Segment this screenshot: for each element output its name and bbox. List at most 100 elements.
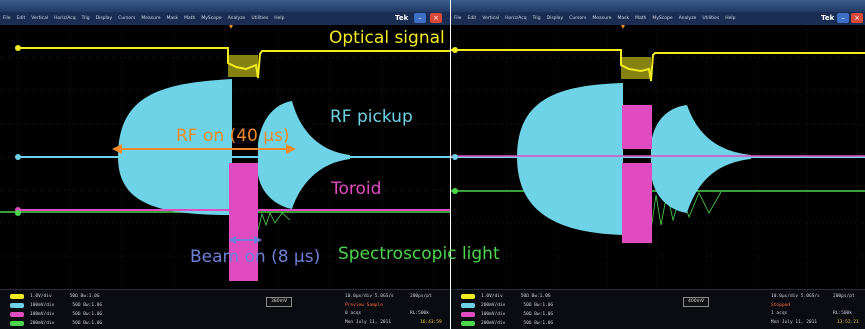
ch2-impedance: 50Ω Bw:1.0G: [523, 303, 554, 308]
menu-trig[interactable]: Trig: [532, 16, 541, 21]
menu-file[interactable]: File: [454, 16, 462, 21]
menu-file[interactable]: File: [3, 16, 11, 21]
title-bar: [0, 0, 450, 12]
ch1-marker[interactable]: [452, 47, 458, 53]
menu-analyze[interactable]: Analyze: [678, 16, 697, 21]
ch2-scale: 200mV/div: [481, 303, 506, 308]
menu-edit[interactable]: Edit: [16, 16, 26, 21]
menu-measure[interactable]: Measure: [141, 16, 161, 21]
menu-utilities[interactable]: Utilities: [251, 16, 269, 21]
menu-edit[interactable]: Edit: [467, 16, 477, 21]
title-bar: [451, 0, 865, 12]
menu-myscope[interactable]: MyScope: [201, 16, 222, 21]
channel-readout-1[interactable]: 1.0V/div 50Ω Bw:1.0G: [461, 293, 551, 300]
date-readout: Mon July 11, 2011: [345, 320, 392, 325]
menu-vertical[interactable]: Vertical: [482, 16, 500, 21]
menu-analyze[interactable]: Analyze: [227, 16, 246, 21]
channel-readout-1[interactable]: 1.0V/div 50Ω Bw:1.0G: [10, 293, 100, 300]
trace-rf-pickup: [451, 83, 865, 235]
menu-cursors[interactable]: Cursors: [569, 16, 587, 21]
ch3-scale: 100mV/div: [481, 312, 506, 317]
ch4-scale: 200mV/div: [30, 321, 55, 326]
ch2-marker[interactable]: [452, 154, 458, 160]
ch4-scale: 200mV/div: [481, 321, 506, 326]
menu-help[interactable]: Help: [725, 16, 736, 21]
trigger-level-box[interactable]: 380mV: [266, 297, 293, 307]
acq-count: 1 acqs: [771, 311, 788, 316]
channel-markers: [15, 45, 21, 216]
label-toroid: Toroid: [331, 179, 382, 199]
ch3-badge: [461, 312, 475, 317]
waveform-display: [451, 25, 865, 289]
menu-math[interactable]: Math: [184, 16, 196, 21]
tek-logo: Tek: [395, 14, 409, 22]
label-rf-on: RF on (40 μs): [176, 126, 290, 146]
menu-display[interactable]: Display: [95, 16, 113, 21]
menu-horiz-acq[interactable]: Horiz/Acq: [54, 16, 76, 21]
menu-vertical[interactable]: Vertical: [31, 16, 49, 21]
ch1-impedance: 50Ω Bw:1.0G: [69, 294, 100, 299]
trace-toroid: [451, 105, 865, 243]
menu-trig[interactable]: Trig: [81, 16, 90, 21]
tek-logo: Tek: [821, 14, 835, 22]
close-button[interactable]: ×: [430, 13, 442, 23]
record-length: RL:500k: [833, 311, 852, 316]
time-readout: 16:43:59: [420, 320, 442, 325]
label-beam-on: Beam on (8 μs): [190, 247, 321, 267]
ch1-scale: 1.0V/div: [481, 294, 503, 299]
ch2-badge: [10, 303, 24, 308]
ch4-impedance: 50Ω Bw:1.0G: [523, 321, 554, 326]
label-rf-pickup: RF pickup: [330, 107, 413, 127]
waveform-graticule: [451, 25, 865, 289]
trigger-position-marker[interactable]: [229, 25, 233, 29]
ch4-marker[interactable]: [452, 188, 458, 194]
timebase-readout[interactable]: 10.0μs/div 5.0GS/s: [345, 294, 394, 299]
channel-readout-2[interactable]: 100mV/div 50Ω Bw:1.0G: [10, 302, 102, 309]
channel-readout-2[interactable]: 200mV/div 50Ω Bw:1.0G: [461, 302, 553, 309]
ch4-marker[interactable]: [15, 210, 21, 216]
menu-help[interactable]: Help: [274, 16, 285, 21]
beam-on-arrow: [228, 236, 262, 244]
ch3-scale: 100mV/div: [30, 312, 55, 317]
menu-utilities[interactable]: Utilities: [702, 16, 720, 21]
menu-horiz-acq[interactable]: Horiz/Acq: [505, 16, 527, 21]
channel-readout-3[interactable]: 100mV/div 50Ω Bw:1.0G: [10, 311, 102, 318]
ch2-scale: 100mV/div: [30, 303, 55, 308]
trigger-level-box[interactable]: 400mV: [683, 297, 710, 307]
ch3-impedance: 50Ω Bw:1.0G: [72, 312, 103, 317]
date-readout: Mon July 11, 2011: [771, 320, 818, 325]
channel-readout-4[interactable]: 200mV/div 50Ω Bw:1.0G: [10, 320, 102, 327]
menu-cursors[interactable]: Cursors: [118, 16, 136, 21]
trace-optical-signal: [451, 49, 865, 82]
rf-on-arrow: [112, 144, 296, 154]
ch3-impedance: 50Ω Bw:1.0G: [523, 312, 554, 317]
menu-display[interactable]: Display: [546, 16, 564, 21]
ch2-badge: [461, 303, 475, 308]
oscilloscope-left: File Edit Vertical Horiz/Acq Trig Displa…: [0, 0, 450, 329]
waveform-display: Optical signal RF on (40 μs) RF pickup T…: [0, 25, 450, 289]
ch3-badge: [10, 312, 24, 317]
ch1-marker[interactable]: [15, 45, 21, 51]
menu-math[interactable]: Math: [635, 16, 647, 21]
trigger-position-marker[interactable]: [621, 25, 625, 29]
menu-myscope[interactable]: MyScope: [652, 16, 673, 21]
trace-toroid: [18, 163, 450, 281]
ch4-badge: [10, 321, 24, 326]
channel-readout-4[interactable]: 200mV/div 50Ω Bw:1.0G: [461, 320, 553, 327]
acq-mode[interactable]: Stopped: [771, 303, 790, 308]
menu-measure[interactable]: Measure: [592, 16, 612, 21]
minimize-button[interactable]: –: [414, 13, 426, 23]
menu-mask[interactable]: Mask: [617, 16, 630, 21]
timebase-readout[interactable]: 10.0μs/div 5.0GS/s: [771, 294, 820, 299]
ch2-marker[interactable]: [15, 154, 21, 160]
acq-mode[interactable]: Preview Sample: [345, 303, 383, 308]
menu-mask[interactable]: Mask: [166, 16, 179, 21]
waveform-graticule: [0, 25, 450, 289]
channel-readout-3[interactable]: 100mV/div 50Ω Bw:1.0G: [461, 311, 553, 318]
menu-bar: File Edit Vertical Horiz/Acq Trig Displa…: [451, 12, 865, 25]
ch1-badge: [461, 294, 475, 299]
channel-markers: [452, 47, 458, 194]
close-button[interactable]: ×: [851, 13, 863, 23]
minimize-button[interactable]: –: [837, 13, 849, 23]
acq-count: 0 acqs: [345, 311, 362, 316]
